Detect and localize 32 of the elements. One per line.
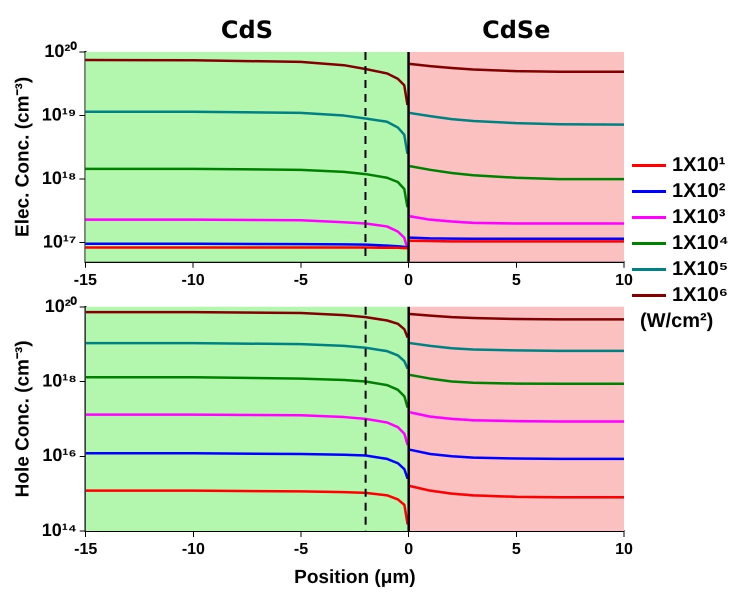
y-tick-label: 10¹⁶	[42, 445, 77, 466]
y-axis-title: Hole Conc. (cm⁻³)	[12, 340, 34, 498]
x-tick-label: -10	[182, 541, 206, 558]
legend-label: 1X10²	[672, 180, 726, 202]
x-tick-label: 0	[404, 272, 414, 289]
x-tick-label: -15	[74, 541, 98, 558]
x-tick-label: 5	[512, 272, 521, 289]
legend-label: 1X10¹	[672, 154, 726, 176]
y-tick-label: 10¹⁴	[42, 520, 77, 540]
y-tick-label: 10¹⁹	[42, 104, 76, 125]
x-tick-label: -15	[74, 272, 98, 289]
y-tick-label: 10¹⁷	[42, 232, 76, 252]
band-label: CdS	[220, 16, 273, 44]
legend-label: 1X10³	[672, 206, 726, 228]
y-axis-title: Elec. Conc. (cm⁻³)	[12, 76, 34, 237]
x-tick-label: 0	[404, 541, 414, 558]
legend-title: (W/cm²)	[639, 310, 714, 333]
y-tick-label: 10²⁰	[44, 40, 78, 61]
legend-label: 1X10⁴	[672, 232, 729, 254]
y-tick-label: 10¹⁸	[42, 370, 77, 390]
legend-label: 1X10⁵	[672, 258, 728, 280]
x-tick-label: 5	[512, 541, 521, 558]
x-axis-title: Position (μm)	[294, 566, 416, 588]
x-tick-label: 10	[615, 272, 633, 289]
x-tick-label: -5	[294, 541, 308, 558]
x-tick-label: -5	[294, 272, 308, 289]
x-tick-label: 10	[615, 541, 633, 558]
y-tick-label: 10²⁰	[44, 296, 78, 316]
band-label: CdSe	[482, 16, 550, 44]
legend-label: 1X10⁶	[672, 284, 728, 306]
y-tick-label: 10¹⁸	[42, 168, 76, 188]
x-tick-label: -10	[182, 272, 205, 289]
